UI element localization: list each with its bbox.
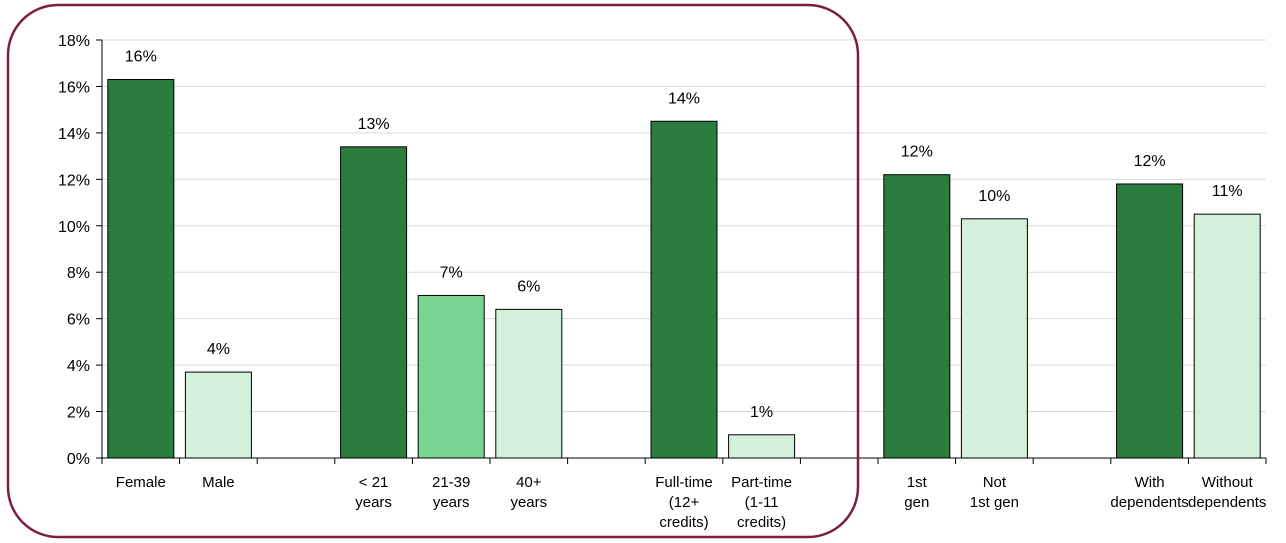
bar — [650, 120, 718, 459]
bar-value-label: 1% — [750, 404, 773, 421]
x-category-label: dependents — [1188, 494, 1266, 511]
x-category-label: credits) — [737, 514, 786, 531]
bar — [495, 308, 563, 459]
y-tick-label: 0% — [67, 451, 90, 468]
y-tick-label: 6% — [67, 312, 90, 329]
x-category-label: Not — [983, 474, 1007, 491]
x-category-label: gen — [904, 494, 929, 511]
bar — [728, 434, 796, 459]
bar — [107, 78, 175, 459]
y-tick-label: 2% — [67, 405, 90, 422]
x-category-label: With — [1135, 474, 1165, 491]
x-category-label: years — [355, 494, 392, 511]
bars — [107, 78, 1261, 459]
bar — [340, 146, 408, 459]
bar-value-label: 12% — [1134, 153, 1166, 170]
y-tick-label: 14% — [58, 126, 90, 143]
x-category-label: Female — [116, 474, 166, 491]
bar — [883, 174, 951, 459]
bar-value-label: 14% — [668, 90, 700, 107]
bar-value-label: 6% — [517, 278, 540, 295]
bar-value-label: 10% — [978, 188, 1010, 205]
bar — [184, 371, 252, 459]
x-category-label: 40+ — [516, 474, 542, 491]
y-tick-label: 16% — [58, 79, 90, 96]
bar — [960, 218, 1028, 459]
y-tick-label: 12% — [58, 172, 90, 189]
x-category-label: credits) — [659, 514, 708, 531]
x-category-label: Without — [1202, 474, 1254, 491]
bar — [1193, 213, 1261, 459]
x-category-label: < 21 — [359, 474, 389, 491]
y-tick-label: 8% — [67, 265, 90, 282]
x-category-label: Part-time — [731, 474, 792, 491]
x-category-label: years — [510, 494, 547, 511]
x-category-label: 1st gen — [970, 494, 1019, 511]
x-category-label: (12+ — [669, 494, 700, 511]
x-category-label: years — [433, 494, 470, 511]
y-tick-label: 4% — [67, 358, 90, 375]
bar-value-label: 12% — [901, 144, 933, 161]
x-category-label: 21-39 — [432, 474, 470, 491]
x-category-label: 1st — [907, 474, 928, 491]
bar — [1116, 183, 1184, 459]
bar — [417, 294, 485, 459]
bar-value-label: 11% — [1212, 183, 1243, 200]
bar-value-label: 4% — [207, 341, 230, 358]
x-category-label: Full-time — [655, 474, 713, 491]
x-category-label: dependents — [1110, 494, 1188, 511]
bar-value-label: 7% — [440, 264, 463, 281]
bar-value-label: 13% — [358, 116, 390, 133]
y-tick-label: 18% — [58, 33, 90, 50]
y-tick-label: 10% — [58, 219, 90, 236]
x-category-label: Male — [202, 474, 235, 491]
labels: 0% 2% 4% 6% 8% 10% 12% 14% 16% 18% 16% Female 4% Male… — [58, 33, 1266, 531]
bar-value-label: 16% — [125, 48, 157, 65]
x-category-label: (1-11 — [745, 494, 779, 511]
highlight-box — [6, 3, 860, 539]
axes — [96, 39, 1267, 464]
